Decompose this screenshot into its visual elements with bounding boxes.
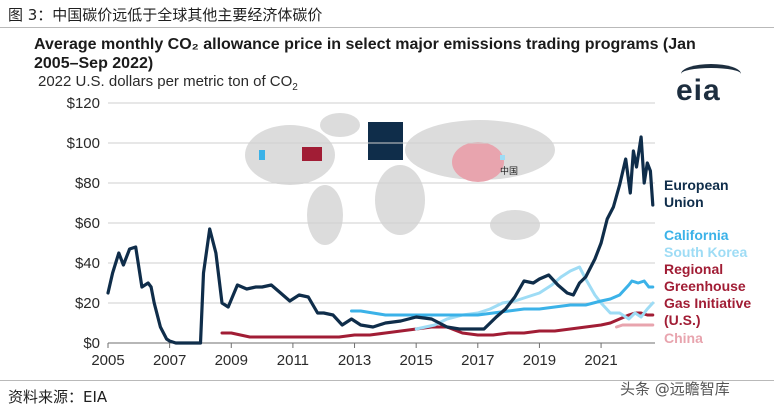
series-label: South Korea xyxy=(664,244,747,260)
figure-footer xyxy=(0,380,774,411)
chart-subtitle: 2022 U.S. dollars per metric ton of CO2 xyxy=(38,73,298,93)
y-tick-label: $100 xyxy=(67,135,100,152)
map-label-china: 中国 xyxy=(500,165,518,177)
series-label: California xyxy=(664,227,729,243)
world-map: 中国 xyxy=(245,113,555,245)
eia-logo-arc xyxy=(681,64,741,84)
series-line-california xyxy=(350,279,655,317)
eia-logo-text: eia xyxy=(676,74,721,107)
series-label: Gas Initiative xyxy=(664,295,751,311)
figure-header: 图 3：中国碳价远低于全球其他主要经济体碳价 xyxy=(0,0,774,28)
x-tick-label: 2021 xyxy=(584,352,617,369)
x-tick-label: 2009 xyxy=(215,352,248,369)
series-label: Regional xyxy=(664,261,723,277)
x-tick-label: 2017 xyxy=(461,352,494,369)
figure-source: 资料来源：EIA xyxy=(8,388,108,406)
series-label: Greenhouse xyxy=(664,278,746,294)
y-tick-label: $60 xyxy=(75,215,100,232)
map-south-korea xyxy=(500,155,505,160)
y-tick-label: $20 xyxy=(75,295,100,312)
x-tick-label: 2015 xyxy=(399,352,432,369)
map-rggi xyxy=(302,147,322,161)
x-tick-label: 2019 xyxy=(523,352,556,369)
map-africa xyxy=(375,165,425,235)
grid xyxy=(108,102,655,344)
watermark: 头条 @远瞻智库 xyxy=(620,380,730,398)
y-tick-label: $0 xyxy=(83,335,100,352)
chart-title-line-2: 2005–Sep 2022) xyxy=(34,55,154,72)
map-australia xyxy=(490,210,540,240)
series-line-china xyxy=(615,323,655,329)
x-tick-label: 2013 xyxy=(338,352,371,369)
map-north-america xyxy=(245,125,335,185)
chart-subtitle-subscript: 2 xyxy=(292,82,298,93)
chart-title-line-1: Average monthly CO₂ allowance price in s… xyxy=(34,36,696,53)
series-label: European xyxy=(664,177,729,193)
y-tick-label: $80 xyxy=(75,175,100,192)
x-tick-label: 2011 xyxy=(277,352,309,369)
series-line-regional-greenhouse-gas-initiative-u-s xyxy=(220,311,655,339)
series-label: Union xyxy=(664,194,704,210)
series xyxy=(106,135,655,345)
chart-title: Average monthly CO₂ allowance price in s… xyxy=(34,35,734,73)
map-china xyxy=(452,142,504,182)
x-tick-label: 2007 xyxy=(153,352,186,369)
series-label: China xyxy=(664,330,703,346)
map-europe-eu xyxy=(368,122,403,160)
map-south-america xyxy=(307,185,343,245)
y-tick-label: $120 xyxy=(67,95,100,112)
series-line-european-union xyxy=(106,135,655,345)
axes: $0 $20 $40 $60 $80 $100 $120 2005 2007 2009 2011 20… xyxy=(67,95,618,369)
figure-caption: 图 3：中国碳价远低于全球其他主要经济体碳价 xyxy=(8,6,323,24)
eia-logo: eia xyxy=(676,64,746,107)
map-greenland xyxy=(320,113,360,137)
chart-subtitle-text: 2022 U.S. dollars per metric ton of CO xyxy=(38,73,293,90)
map-california xyxy=(259,150,265,160)
series-label: (U.S.) xyxy=(664,312,701,328)
x-tick-label: 2005 xyxy=(91,352,124,369)
y-tick-label: $40 xyxy=(75,255,100,272)
